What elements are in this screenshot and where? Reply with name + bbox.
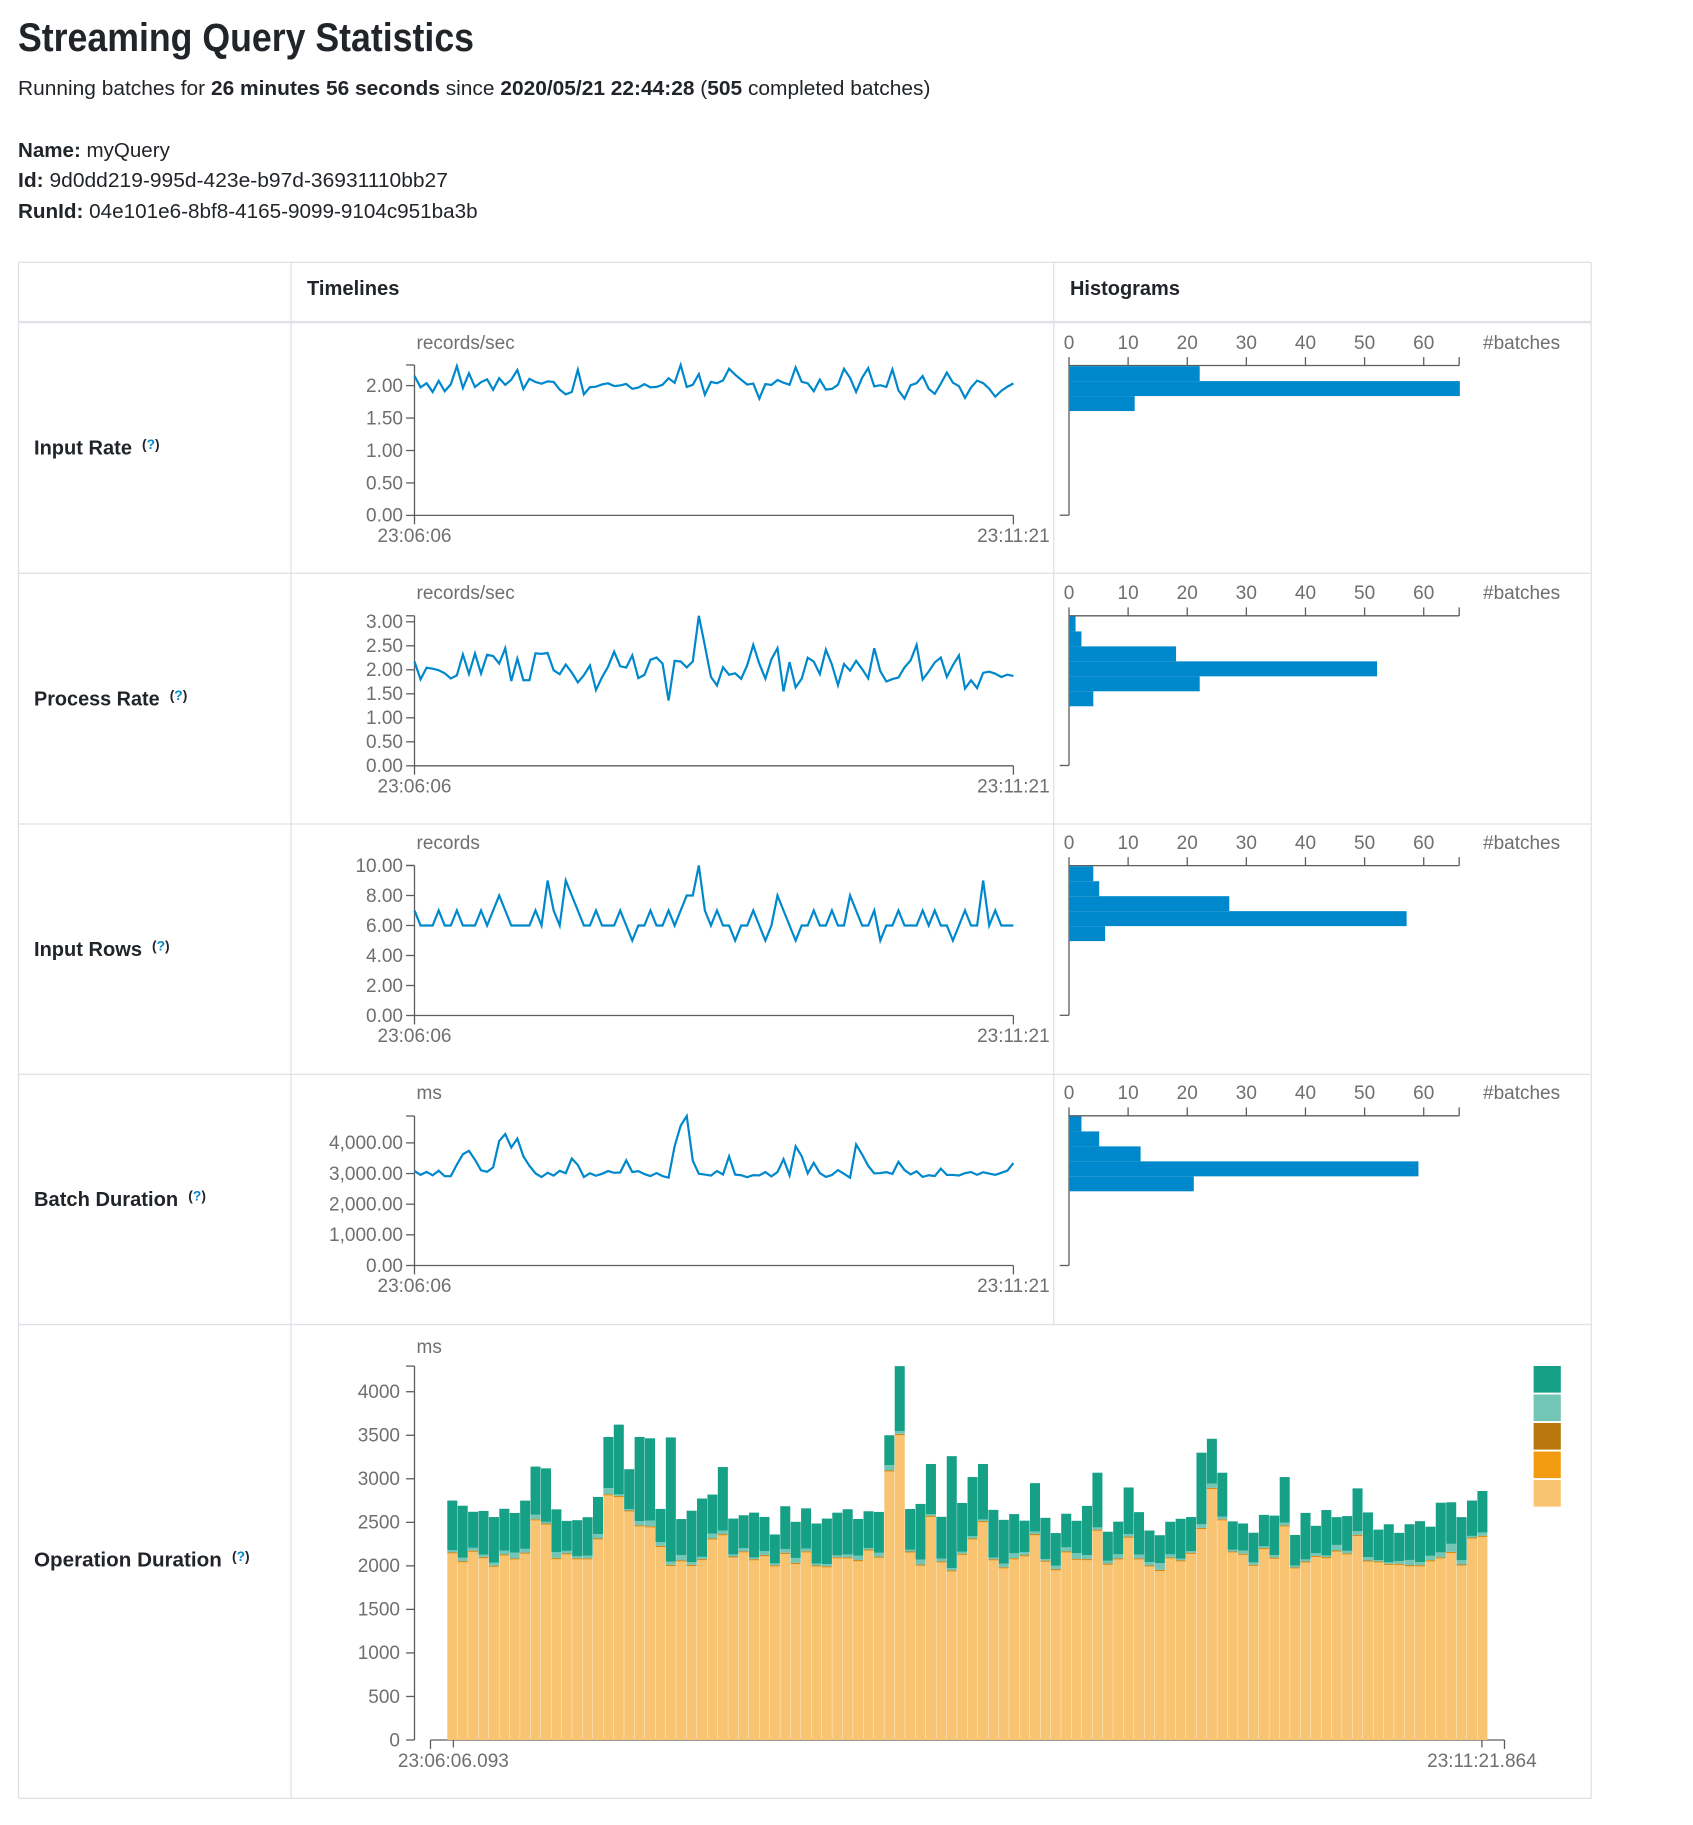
svg-text:Timelines: Timelines bbox=[307, 278, 399, 300]
svg-text:0: 0 bbox=[389, 1730, 400, 1751]
svg-text:60: 60 bbox=[1413, 583, 1434, 604]
svg-text:Id: 9d0dd219-995d-423e-b97d-36: Id: 9d0dd219-995d-423e-b97d-36931110bb27 bbox=[18, 169, 448, 191]
svg-text:4.00: 4.00 bbox=[366, 946, 403, 967]
svg-text:60: 60 bbox=[1413, 333, 1434, 354]
svg-text:23:06:06: 23:06:06 bbox=[378, 776, 452, 797]
svg-text:(?): (?) bbox=[142, 437, 160, 452]
svg-text:#batches: #batches bbox=[1483, 583, 1560, 604]
svg-text:ms: ms bbox=[417, 1337, 442, 1358]
svg-text:0: 0 bbox=[1064, 333, 1075, 354]
svg-text:ms: ms bbox=[417, 1083, 442, 1104]
svg-text:3.00: 3.00 bbox=[366, 612, 403, 633]
svg-text:20: 20 bbox=[1177, 833, 1198, 854]
svg-text:2.50: 2.50 bbox=[366, 636, 403, 657]
svg-text:Input Rows: Input Rows bbox=[34, 939, 142, 961]
svg-text:(?): (?) bbox=[188, 1189, 206, 1204]
svg-text:4000: 4000 bbox=[358, 1382, 400, 1403]
svg-text:(?): (?) bbox=[152, 939, 170, 954]
svg-text:40: 40 bbox=[1295, 333, 1316, 354]
svg-text:#batches: #batches bbox=[1483, 333, 1560, 354]
svg-text:23:11:21.864: 23:11:21.864 bbox=[1427, 1751, 1537, 1772]
svg-text:10: 10 bbox=[1118, 583, 1139, 604]
svg-text:23:06:06: 23:06:06 bbox=[378, 1026, 452, 1047]
svg-text:6.00: 6.00 bbox=[366, 916, 403, 937]
svg-text:50: 50 bbox=[1354, 333, 1375, 354]
svg-text:2,000.00: 2,000.00 bbox=[329, 1194, 403, 1215]
svg-text:60: 60 bbox=[1413, 1083, 1434, 1104]
svg-text:50: 50 bbox=[1354, 1083, 1375, 1104]
svg-text:Running batches for 26 minutes: Running batches for 26 minutes 56 second… bbox=[18, 77, 930, 99]
svg-text:2.00: 2.00 bbox=[366, 376, 403, 397]
svg-text:0: 0 bbox=[1064, 1083, 1075, 1104]
svg-text:2000: 2000 bbox=[358, 1556, 400, 1577]
svg-text:RunId: 04e101e6-8bf8-4165-9099: RunId: 04e101e6-8bf8-4165-9099-9104c951b… bbox=[18, 201, 478, 223]
svg-text:20: 20 bbox=[1177, 1083, 1198, 1104]
svg-text:Batch Duration: Batch Duration bbox=[34, 1189, 178, 1211]
svg-text:1,000.00: 1,000.00 bbox=[329, 1225, 403, 1246]
svg-text:50: 50 bbox=[1354, 583, 1375, 604]
svg-text:records/sec: records/sec bbox=[417, 583, 515, 604]
svg-text:#batches: #batches bbox=[1483, 1083, 1560, 1104]
svg-text:0.00: 0.00 bbox=[366, 1256, 403, 1277]
svg-text:8.00: 8.00 bbox=[366, 886, 403, 907]
svg-text:1.50: 1.50 bbox=[366, 684, 403, 705]
svg-text:30: 30 bbox=[1236, 1083, 1257, 1104]
svg-text:60: 60 bbox=[1413, 833, 1434, 854]
svg-text:23:06:06: 23:06:06 bbox=[378, 526, 452, 547]
svg-text:23:11:21: 23:11:21 bbox=[977, 776, 1050, 797]
svg-text:23:11:21: 23:11:21 bbox=[977, 1026, 1050, 1047]
svg-text:0.50: 0.50 bbox=[366, 732, 403, 753]
svg-text:40: 40 bbox=[1295, 1083, 1316, 1104]
svg-text:0.00: 0.00 bbox=[366, 756, 403, 777]
svg-text:30: 30 bbox=[1236, 833, 1257, 854]
svg-text:20: 20 bbox=[1177, 333, 1198, 354]
svg-text:Histograms: Histograms bbox=[1070, 278, 1180, 300]
svg-text:3000: 3000 bbox=[358, 1469, 400, 1490]
svg-text:50: 50 bbox=[1354, 833, 1375, 854]
svg-text:20: 20 bbox=[1177, 583, 1198, 604]
svg-text:0.00: 0.00 bbox=[366, 506, 403, 527]
svg-text:23:11:21: 23:11:21 bbox=[977, 1276, 1050, 1297]
svg-text:#batches: #batches bbox=[1483, 833, 1560, 854]
svg-text:10: 10 bbox=[1118, 333, 1139, 354]
svg-text:0: 0 bbox=[1064, 583, 1075, 604]
svg-text:30: 30 bbox=[1236, 583, 1257, 604]
svg-text:10: 10 bbox=[1118, 833, 1139, 854]
svg-text:(?): (?) bbox=[170, 688, 188, 703]
svg-text:1.50: 1.50 bbox=[366, 408, 403, 429]
svg-text:23:06:06: 23:06:06 bbox=[378, 1276, 452, 1297]
svg-text:10: 10 bbox=[1118, 1083, 1139, 1104]
svg-text:2.00: 2.00 bbox=[366, 660, 403, 681]
svg-text:1500: 1500 bbox=[358, 1600, 400, 1621]
svg-text:23:06:06.093: 23:06:06.093 bbox=[398, 1751, 509, 1772]
svg-text:2500: 2500 bbox=[358, 1513, 400, 1534]
svg-text:Streaming Query Statistics: Streaming Query Statistics bbox=[18, 16, 474, 60]
svg-text:40: 40 bbox=[1295, 583, 1316, 604]
svg-text:records: records bbox=[417, 833, 480, 854]
svg-text:10.00: 10.00 bbox=[355, 856, 403, 877]
svg-text:0: 0 bbox=[1064, 833, 1075, 854]
svg-text:records/sec: records/sec bbox=[417, 333, 515, 354]
svg-text:1.00: 1.00 bbox=[366, 441, 403, 462]
svg-text:3500: 3500 bbox=[358, 1426, 400, 1447]
svg-text:Name: myQuery: Name: myQuery bbox=[18, 140, 171, 162]
svg-text:0.50: 0.50 bbox=[366, 473, 403, 494]
svg-text:4,000.00: 4,000.00 bbox=[329, 1133, 403, 1154]
svg-text:Operation Duration: Operation Duration bbox=[34, 1550, 222, 1572]
svg-text:2.00: 2.00 bbox=[366, 976, 403, 997]
svg-text:1000: 1000 bbox=[358, 1643, 400, 1664]
svg-text:30: 30 bbox=[1236, 333, 1257, 354]
svg-text:500: 500 bbox=[368, 1687, 400, 1708]
svg-text:(?): (?) bbox=[232, 1549, 250, 1564]
svg-text:23:11:21: 23:11:21 bbox=[977, 526, 1050, 547]
svg-text:1.00: 1.00 bbox=[366, 708, 403, 729]
svg-text:40: 40 bbox=[1295, 833, 1316, 854]
svg-text:Input Rate: Input Rate bbox=[34, 438, 132, 460]
svg-text:0.00: 0.00 bbox=[366, 1006, 403, 1027]
svg-text:Process Rate: Process Rate bbox=[34, 688, 160, 710]
svg-text:3,000.00: 3,000.00 bbox=[329, 1164, 403, 1185]
